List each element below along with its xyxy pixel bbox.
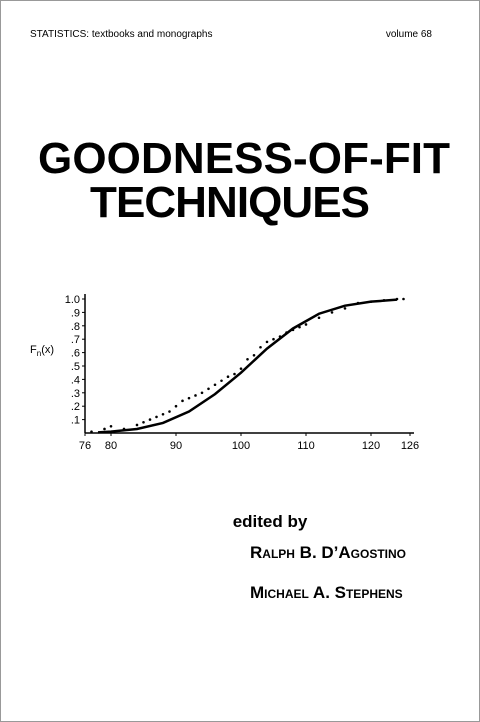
data-point — [395, 297, 399, 301]
data-point — [194, 394, 197, 397]
x-tick-label: 76 — [79, 440, 91, 452]
data-point — [109, 425, 113, 428]
data-point — [103, 427, 106, 431]
y-tick-label: .3 — [71, 388, 80, 400]
y-tick-label: .4 — [71, 374, 80, 386]
x-tick-label: 90 — [170, 440, 182, 452]
y-label-part: F — [30, 344, 37, 356]
data-point — [174, 404, 178, 408]
y-label-part: n — [37, 349, 41, 358]
data-point — [272, 337, 275, 341]
data-point — [213, 383, 217, 387]
data-point — [226, 375, 230, 379]
data-point — [304, 323, 308, 326]
data-point — [265, 340, 269, 344]
y-tick-label: .8 — [71, 321, 80, 333]
y-tick-label: .6 — [71, 348, 80, 360]
data-point — [382, 299, 386, 302]
chart: .1 .2.3 .4.5.6 .7.8 .91.0 76 80 90 100 110 120 126 F… — [30, 294, 419, 452]
data-point — [122, 427, 126, 431]
x-tick-label: 100 — [232, 440, 250, 452]
y-tick-label: 1.0 — [65, 294, 80, 306]
editor-name: Ralph B. D’Agostino — [250, 543, 406, 562]
data-point — [161, 412, 165, 416]
data-point — [278, 335, 282, 338]
x-tick-label: 110 — [297, 440, 315, 452]
y-label-part: (x) — [41, 344, 54, 356]
data-point — [369, 300, 373, 303]
data-point — [168, 410, 171, 413]
data-point — [259, 345, 262, 349]
fitted-curve — [97, 298, 398, 434]
data-point — [207, 387, 210, 391]
data-point — [135, 423, 139, 427]
x-tick-label: 80 — [105, 440, 117, 452]
y-tick-label: .5 — [71, 361, 80, 373]
data-point — [343, 307, 347, 310]
data-point — [181, 399, 184, 403]
data-point — [252, 353, 256, 357]
data-point — [330, 311, 334, 314]
x-tick-label: 120 — [362, 440, 380, 452]
y-tick-label: .1 — [71, 415, 80, 427]
edited-by: edited by — [233, 512, 308, 531]
data-point — [148, 418, 152, 421]
data-point — [90, 430, 93, 433]
data-point — [317, 316, 321, 320]
y-tick-label: .7 — [71, 334, 80, 346]
data-point — [187, 396, 191, 400]
data-point — [356, 301, 360, 305]
title-line: GOODNESS-OF-FIT — [38, 134, 450, 183]
y-tick-label: .2 — [71, 401, 80, 413]
data-point — [298, 325, 301, 329]
y-axis-label: Fn(x) — [30, 344, 54, 358]
x-tick-label: 126 — [401, 440, 419, 452]
y-tick-label: .9 — [71, 307, 80, 319]
data-point — [142, 420, 145, 424]
editor-name: Michael A. Stephens — [250, 583, 403, 602]
data-point — [155, 415, 158, 419]
data-point — [402, 297, 405, 301]
data-point — [233, 372, 236, 376]
data-point — [200, 391, 204, 395]
data-point — [246, 358, 249, 361]
series-name: STATISTICS: textbooks and monographs — [30, 29, 213, 40]
data-point — [285, 331, 288, 334]
data-point — [291, 328, 295, 332]
title-line: TECHNIQUES — [90, 178, 370, 227]
data-point — [220, 379, 223, 383]
volume: volume 68 — [386, 29, 433, 40]
data-point — [239, 367, 243, 370]
